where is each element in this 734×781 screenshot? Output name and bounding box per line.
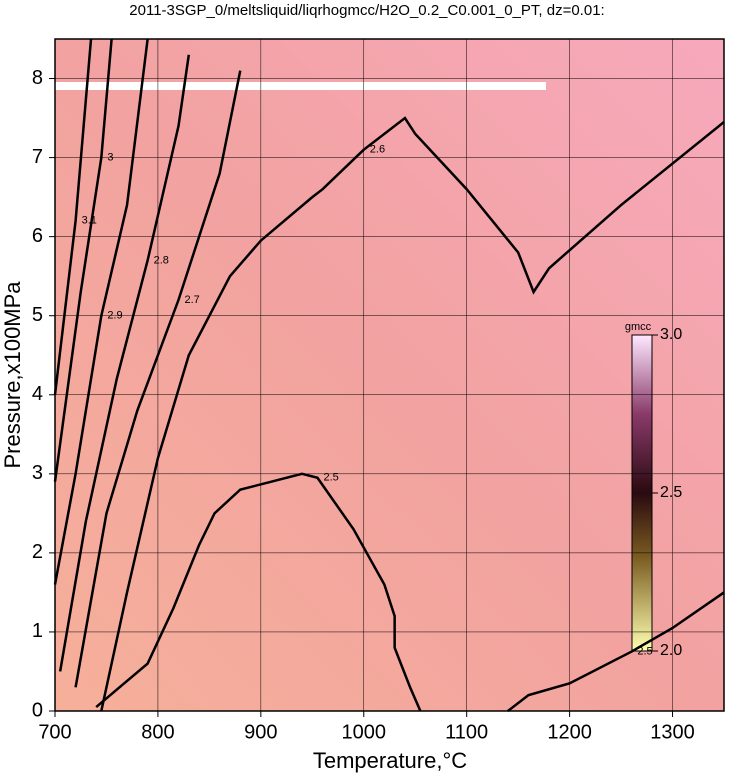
colorbar-tick-label: 2.5 [660, 484, 682, 501]
chart-title: 2011-3SGP_0/meltsliquid/liqrhogmcc/H2O_0… [129, 2, 604, 19]
white-band [55, 82, 546, 90]
contour-label: 2.7 [185, 294, 200, 306]
y-tick-label: 7 [32, 146, 43, 168]
x-tick-label: 1100 [445, 721, 488, 743]
x-axis-label: Temperature,°C [313, 748, 467, 773]
y-axis-label: Pressure,x100MPa [0, 281, 25, 469]
contour-line [74, 70, 242, 688]
y-tick-label: 2 [32, 541, 43, 563]
contour-line [95, 472, 422, 712]
contour-label: 3 [107, 151, 113, 163]
contour-label: 2.5 [637, 646, 652, 658]
plot-background [55, 39, 724, 711]
x-tick-label: 800 [141, 721, 174, 743]
y-tick-label: 0 [32, 699, 43, 721]
x-tick-label: 700 [38, 721, 71, 743]
contour-line [53, 38, 93, 395]
x-tick-label: 1000 [342, 721, 387, 743]
y-tick-label: 5 [32, 304, 43, 326]
y-tick-label: 1 [32, 620, 43, 642]
y-tick-label: 6 [32, 225, 43, 247]
plot-frame [54, 38, 725, 712]
y-tick-label: 3 [32, 462, 43, 484]
contour-label: 2.5 [323, 472, 338, 484]
contour-line [100, 116, 725, 712]
contour-label: 2.8 [154, 254, 169, 266]
contour-line [507, 591, 725, 712]
contour-line [58, 54, 191, 672]
contour-label: 2.6 [370, 144, 385, 156]
y-tick-label: 4 [32, 383, 43, 405]
y-tick-label: 8 [32, 67, 43, 89]
x-tick-label: 1300 [650, 721, 695, 743]
colorbar-tick-label: 2.0 [660, 642, 682, 659]
x-tick-label: 900 [244, 721, 277, 743]
colorbar [631, 334, 653, 652]
contour-label: 3.1 [82, 215, 97, 227]
colorbar-label: gmcc [625, 321, 652, 333]
contour-line [53, 38, 149, 585]
contour-label: 2.9 [107, 310, 122, 322]
x-tick-label: 1200 [547, 721, 592, 743]
contour-line [53, 38, 113, 482]
colorbar-tick-label: 3.0 [660, 326, 682, 343]
